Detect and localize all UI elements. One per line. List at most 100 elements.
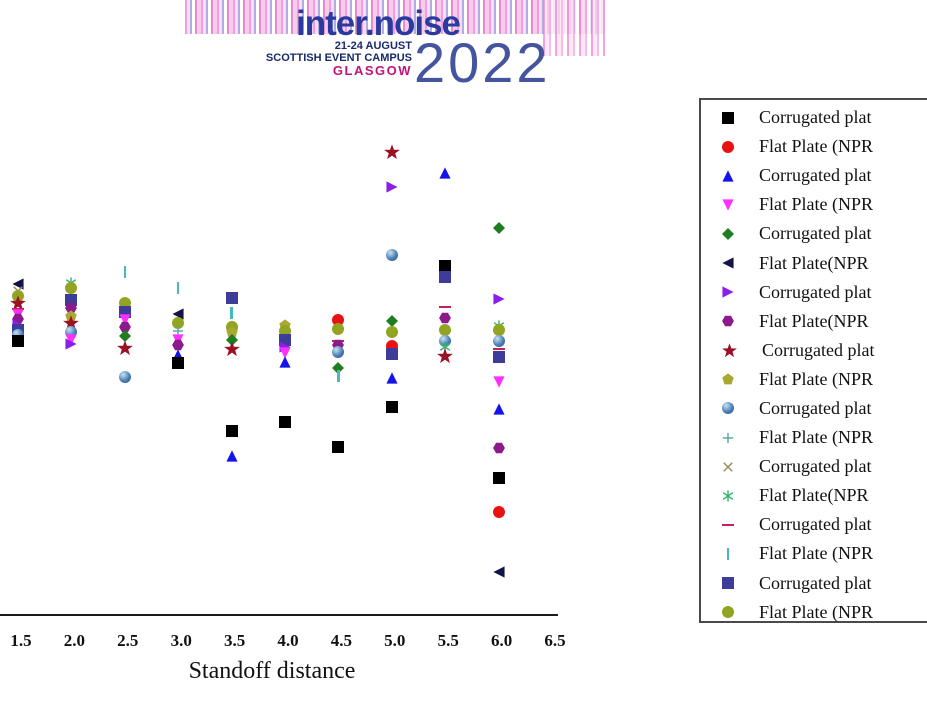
data-point-triangle-up <box>386 372 398 384</box>
legend-label: Flat Plate(NPR <box>759 310 869 331</box>
data-point-dash <box>439 301 452 313</box>
data-point-square <box>492 472 505 484</box>
square-marker-icon <box>722 577 734 590</box>
data-point-diamond <box>225 334 238 346</box>
pentagon-marker-icon <box>722 373 734 385</box>
legend-item: Flat Plate (NPR <box>701 598 927 627</box>
data-point-circle <box>492 506 505 518</box>
legend-item: Corrugated plat <box>701 394 927 423</box>
asterisk-marker-icon <box>722 490 734 502</box>
legend-item: Corrugated plat <box>701 161 927 190</box>
data-point-sphere <box>439 335 452 347</box>
x-axis-title: Standoff distance <box>188 658 356 684</box>
vbar-marker-icon <box>722 547 734 560</box>
legend-item: Corrugated plat <box>701 336 927 365</box>
data-point-pentagon <box>225 326 238 338</box>
data-point-star <box>10 295 26 311</box>
data-point-star <box>116 340 133 356</box>
x-tick-label: 2.0 <box>63 631 86 650</box>
data-point-hexagon <box>118 321 131 333</box>
x-tick-label: 4.0 <box>277 631 299 650</box>
legend-item: Corrugated plat <box>701 103 927 132</box>
legend-label: Flat Plate(NPR <box>759 485 869 506</box>
plus-marker-icon <box>722 432 734 444</box>
data-point-triangle-left <box>12 278 24 290</box>
data-point-star <box>223 341 240 357</box>
logo-spectrogram-decoration-right <box>543 0 605 56</box>
legend-item: Corrugated plat <box>701 510 927 539</box>
legend-label: Corrugated plat <box>759 107 872 128</box>
data-point-square <box>172 357 185 369</box>
data-point-diamond <box>332 362 345 374</box>
x-axis-line <box>0 614 558 616</box>
legend-item: Corrugated plat <box>701 569 927 598</box>
logo-spectrogram-decoration <box>185 0 605 34</box>
data-point-dash <box>12 303 24 315</box>
legend-label: Corrugated plat <box>759 165 872 186</box>
data-point-dash <box>492 343 505 355</box>
data-point-sphere <box>385 249 398 261</box>
legend-label: Flat Plate (NPR <box>759 194 874 215</box>
legend-item: Flat Plate (NPR <box>701 190 927 219</box>
data-point-triangle-down <box>119 314 131 326</box>
data-point-triangle-down <box>493 376 505 388</box>
triangle-up-marker-icon <box>722 170 734 182</box>
data-point-star <box>63 315 80 331</box>
data-point-triangle-left <box>493 566 505 578</box>
legend-item: Corrugated plat <box>701 452 927 481</box>
data-point-circle <box>332 323 345 335</box>
legend-item: Flat Plate (NPR <box>701 539 927 568</box>
logo-info-block: 21-24 AUGUST SCOTTISH EVENT CAMPUS GLASG… <box>200 40 412 77</box>
x-tick-label: 6.0 <box>490 631 513 650</box>
logo-venue: SCOTTISH EVENT CAMPUS <box>265 52 412 64</box>
data-point-sphere <box>492 335 505 347</box>
logo-dates: 21-24 AUGUST <box>334 40 412 52</box>
data-point-triangle-up <box>439 167 451 179</box>
legend-item: Corrugated plat <box>701 219 927 248</box>
data-point-square <box>279 416 291 428</box>
data-point-star <box>383 144 400 160</box>
data-point-vbar <box>332 370 344 382</box>
legend-item: Flat Plate(NPR <box>701 481 927 510</box>
data-point-diamond <box>385 315 398 327</box>
legend-item: Flat Plate(NPR <box>701 248 927 277</box>
data-point-square <box>12 335 24 347</box>
legend-item: Flat Plate (NPR <box>701 365 927 394</box>
legend-label: Flat Plate (NPR <box>759 136 874 157</box>
triangle-right-marker-icon <box>722 286 734 298</box>
legend-item: Flat Plate (NPR <box>701 423 927 452</box>
data-point-square <box>439 271 452 283</box>
circle-marker-icon <box>722 140 734 153</box>
data-point-sphere <box>332 346 345 358</box>
data-point-hexagon <box>65 302 78 314</box>
legend-item: Corrugated plat <box>701 278 927 307</box>
data-point-triangle-up <box>279 356 291 368</box>
dash-marker-icon <box>722 519 734 531</box>
data-point-triangle-right <box>386 181 398 193</box>
diamond-marker-icon <box>722 227 734 240</box>
x-tick-label: 3.5 <box>223 631 246 650</box>
legend-label: Flat Plate (NPR <box>759 427 874 448</box>
legend-box: Corrugated plat Flat Plate (NPR Corrugated… <box>699 98 927 623</box>
data-point-diamond <box>118 330 131 342</box>
legend-label: Corrugated plat <box>759 397 872 418</box>
star-marker-icon <box>722 343 737 358</box>
legend-label: Corrugated plat <box>759 281 872 302</box>
data-point-circle <box>439 324 452 336</box>
logo-title: inter.noise <box>295 4 461 43</box>
circle-marker-icon <box>722 606 734 619</box>
x-tick-label: 3.0 <box>170 631 192 650</box>
legend-label: Corrugated plat <box>759 456 872 477</box>
data-point-hexagon <box>439 312 452 324</box>
data-point-triangle-up <box>493 403 505 415</box>
data-point-square <box>385 401 398 413</box>
legend-label: Corrugated plat <box>762 339 875 360</box>
data-point-circle <box>492 324 505 336</box>
data-point-circle <box>65 282 78 294</box>
data-point-triangle-down <box>65 334 77 346</box>
data-point-square <box>225 292 238 304</box>
data-point-diamond <box>492 222 505 234</box>
data-point-vbar <box>172 282 184 294</box>
data-point-hexagon <box>172 339 185 351</box>
data-point-triangle-right <box>65 338 77 350</box>
